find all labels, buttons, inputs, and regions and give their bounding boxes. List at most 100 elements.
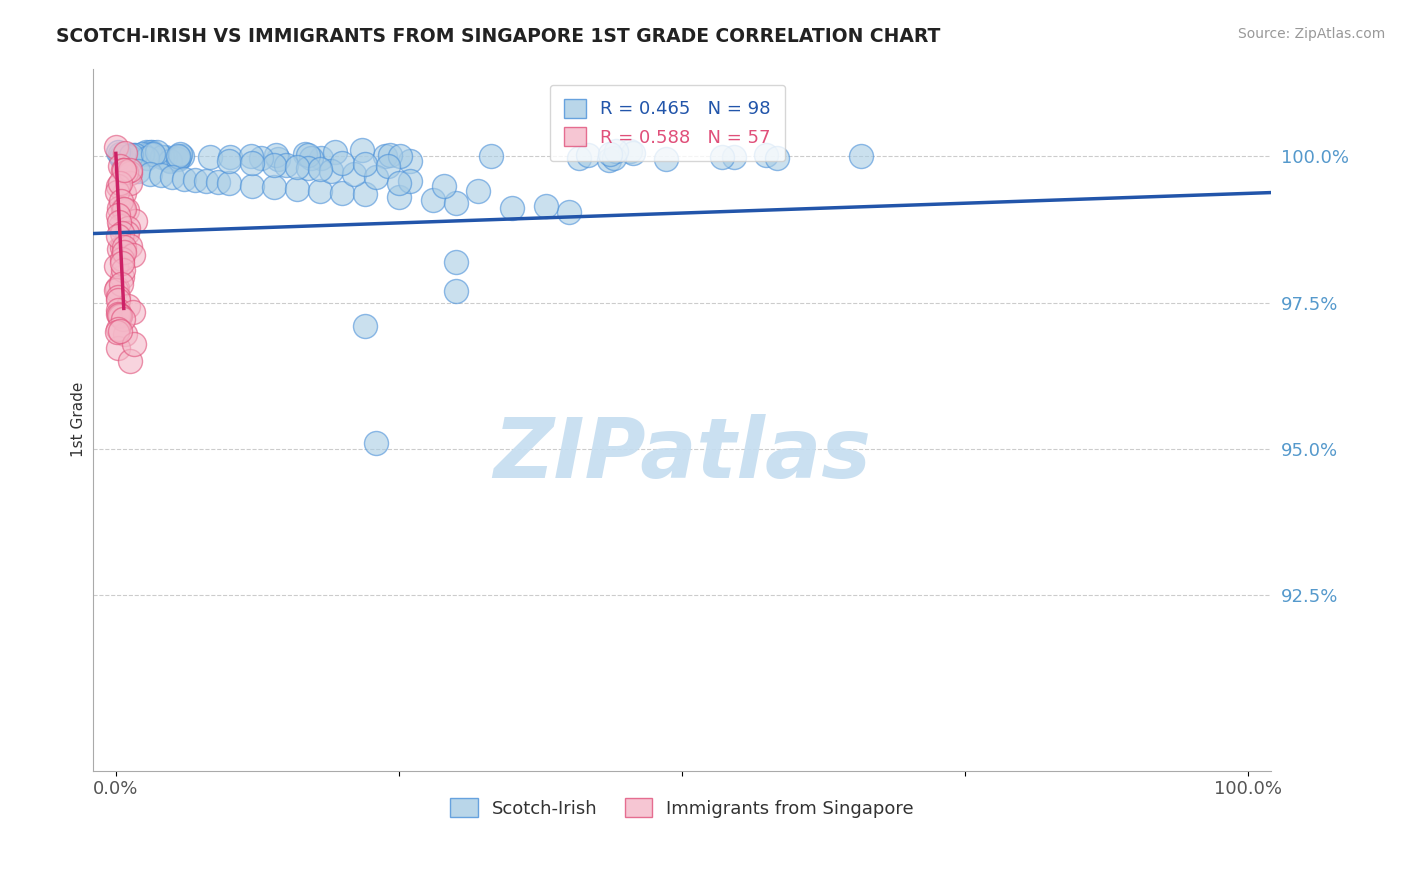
Point [166,149,188,163]
Point [711,150,734,164]
Point [114,202,136,216]
Point [323,145,346,160]
Point [354,157,377,171]
Point [112,163,135,178]
Point [398,153,420,168]
Point [388,190,411,204]
Point [558,205,581,219]
Point [605,144,627,158]
Point [122,148,145,162]
Point [366,169,388,184]
Point [723,150,745,164]
Point [354,318,377,333]
Point [112,312,135,326]
Point [308,162,330,177]
Point [107,322,129,336]
Point [127,164,149,178]
Point [285,160,308,174]
Point [107,293,129,307]
Point [399,174,422,188]
Point [377,159,399,173]
Point [107,307,129,321]
Point [274,158,297,172]
Point [112,262,135,277]
Point [139,147,162,161]
Point [115,202,138,217]
Point [219,150,242,164]
Point [105,259,128,273]
Point [598,153,620,167]
Point [467,185,489,199]
Point [568,151,591,165]
Point [198,149,221,163]
Point [444,284,467,298]
Point [115,165,138,179]
Point [115,226,138,240]
Point [250,151,273,165]
Point [479,149,502,163]
Point [167,150,190,164]
Point [117,221,139,235]
Point [534,199,557,213]
Point [107,303,129,318]
Point [319,164,342,178]
Point [240,156,263,170]
Point [422,193,444,207]
Point [108,308,131,322]
Point [218,153,240,168]
Point [621,146,644,161]
Point [111,252,134,266]
Point [110,150,132,164]
Point [150,168,173,182]
Point [111,240,134,254]
Point [107,202,129,216]
Point [366,436,388,450]
Point [117,299,139,313]
Point [120,150,142,164]
Point [619,145,641,159]
Point [131,147,153,161]
Point [120,162,142,177]
Point [105,185,128,199]
Point [110,256,132,270]
Point [124,148,146,162]
Point [108,159,131,173]
Text: SCOTCH-IRISH VS IMMIGRANTS FROM SINGAPORE 1ST GRADE CORRELATION CHART: SCOTCH-IRISH VS IMMIGRANTS FROM SINGAPOR… [56,27,941,45]
Point [264,148,287,162]
Point [159,154,181,169]
Point [501,201,523,215]
Point [124,214,146,228]
Point [112,244,135,259]
Point [114,145,136,160]
Point [308,184,330,198]
Point [207,175,229,189]
Point [108,219,131,234]
Point [297,161,319,175]
Point [108,176,131,190]
Point [139,167,162,181]
Point [169,147,191,161]
Point [654,152,676,166]
Point [142,147,165,161]
Point [107,290,129,304]
Point [849,149,872,163]
Point [110,146,132,161]
Point [162,169,184,184]
Point [105,326,128,340]
Point [122,247,145,261]
Point [433,178,456,193]
Point [145,145,167,159]
Point [309,151,332,165]
Point [118,354,141,368]
Point [343,167,366,181]
Y-axis label: 1st Grade: 1st Grade [72,382,86,458]
Point [166,152,188,166]
Point [294,146,316,161]
Point [350,144,373,158]
Point [599,147,621,161]
Point [354,187,377,202]
Point [388,176,411,190]
Point [107,215,129,229]
Point [141,145,163,159]
Point [122,304,145,318]
